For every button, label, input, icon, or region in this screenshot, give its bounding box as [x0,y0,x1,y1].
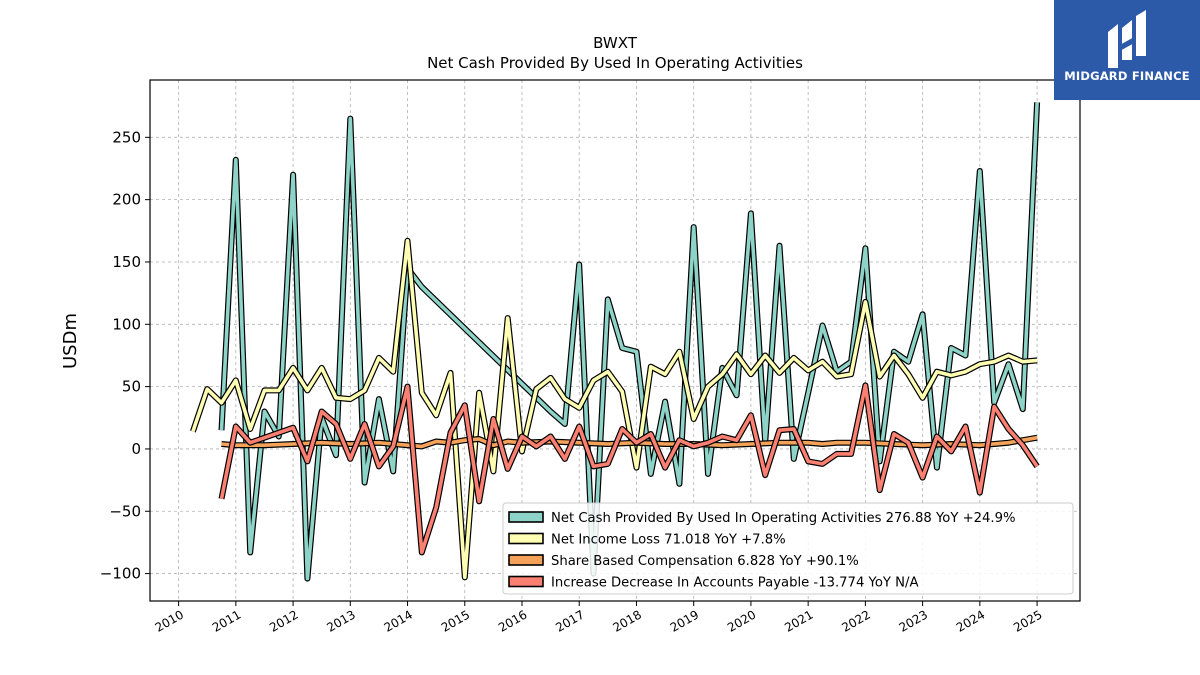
x-tick-label: 2014 [382,607,415,634]
logo-text: MIDGARD FINANCE [1064,69,1190,83]
x-tick-label: 2022 [839,607,872,634]
x-tick-label: 2024 [954,607,987,634]
x-tick-label: 2017 [553,607,586,634]
series-lines [190,102,1041,582]
legend-label: Net Income Loss 71.018 YoY +7.8% [551,533,786,548]
chart-subtitle: Net Cash Provided By Used In Operating A… [427,54,803,72]
y-tick-label: 150 [112,253,141,271]
legend-swatch [508,575,544,588]
series-path [219,383,1039,555]
plot-area-frame [149,79,1081,602]
midgard-finance-logo: MIDGARD FINANCE [1054,0,1200,100]
legend-item: Net Cash Provided By Used In Operating A… [508,511,1016,526]
x-tick-label: 2015 [439,607,472,634]
y-tick-label: 100 [112,315,141,333]
legend-item: Net Income Loss 71.018 YoY +7.8% [508,532,786,548]
legend-item: Increase Decrease In Accounts Payable -1… [508,575,918,591]
x-tick-label: 2025 [1011,607,1044,634]
legend-label: Share Based Compensation 6.828 YoY +90.1… [551,554,859,569]
x-tick-label: 2018 [611,607,644,634]
series-line-2 [190,237,1038,581]
x-tick-label: 2013 [324,607,357,634]
y-tick-label: 250 [112,128,141,146]
series-line-4 [218,382,1040,556]
x-tick-label: 2010 [153,607,186,634]
x-tick-label: 2020 [725,607,758,634]
midgard-logo-icon [1108,10,1146,68]
x-tick-label: 2021 [782,607,815,634]
y-tick-label: −100 [100,565,141,583]
y-tick-label: 0 [131,440,141,458]
legend: Net Cash Provided By Used In Operating A… [502,502,1074,595]
legend-box [502,502,1074,595]
x-tick-label: 2011 [210,607,243,634]
x-tick-label: 2016 [496,607,529,634]
legend-label: Increase Decrease In Accounts Payable -1… [551,576,918,591]
legend-swatch [508,511,544,523]
y-tick-label: 200 [112,191,141,209]
chart-title: BWXT [593,34,638,52]
y-tick-label: 50 [122,378,141,396]
x-tick-label: 2023 [897,607,930,634]
x-tick-label: 2012 [267,607,300,634]
x-tick-label: 2019 [668,607,701,634]
y-tick-label: −50 [109,502,141,520]
legend-swatch [508,554,544,566]
legend-swatch [508,532,544,545]
legend-item: Share Based Compensation 6.828 YoY +90.1… [508,554,859,569]
series-path [191,239,1038,580]
legend-label: Net Cash Provided By Used In Operating A… [551,511,1016,526]
y-axis-label: USDm [60,313,81,369]
